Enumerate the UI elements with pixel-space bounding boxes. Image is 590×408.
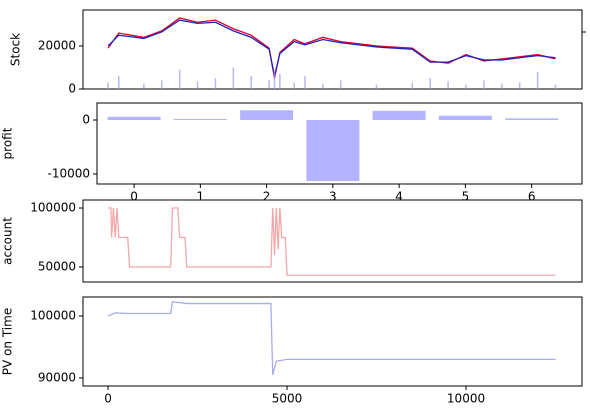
volume-bar	[465, 84, 467, 89]
x-tick-label: 10000	[447, 392, 485, 406]
plot-frame	[82, 199, 583, 283]
x-tick-label: 0	[130, 190, 138, 204]
x-tick-label: 1	[197, 190, 205, 204]
series-line	[108, 207, 556, 276]
plot-frame	[82, 9, 583, 90]
y-tick-label: 0	[68, 82, 76, 96]
volume-bar	[518, 82, 521, 89]
y-axis-label: PV on Time	[1, 308, 15, 375]
series-line	[107, 19, 556, 77]
y-tick-label: -10000	[47, 167, 90, 181]
volume-bar	[554, 84, 557, 89]
y-axis-label: account	[1, 217, 15, 265]
x-tick-label: 5000	[272, 392, 303, 406]
volume-bar	[536, 71, 539, 89]
bar	[107, 116, 161, 121]
x-tick-label: 6	[528, 190, 536, 204]
volume-bar	[279, 73, 281, 89]
y-tick-label: 20000	[38, 38, 76, 52]
volume-bar	[178, 69, 181, 89]
plot-frame	[82, 296, 583, 387]
volume-bar	[118, 76, 120, 89]
series-line	[107, 17, 556, 79]
volume-bar	[161, 80, 163, 89]
volume-bar	[232, 67, 235, 89]
volume-bar	[250, 76, 252, 89]
volume-bar	[107, 82, 109, 89]
volume-bar	[447, 81, 449, 89]
volume-bar	[304, 76, 306, 89]
y-axis-label: Stock	[9, 33, 23, 66]
volume-bar	[214, 78, 217, 89]
y-tick-label: 50000	[38, 260, 76, 274]
volume-bar	[483, 80, 485, 89]
x-tick-label: 3	[329, 190, 337, 204]
x-tick-label: 2	[263, 190, 271, 204]
plot-frame	[96, 102, 583, 185]
bar	[372, 110, 426, 121]
bar	[505, 118, 559, 121]
volume-bar	[339, 80, 342, 89]
volume-bar	[293, 82, 295, 89]
volume-bar	[411, 82, 414, 89]
x-tick-label: 0	[104, 392, 112, 406]
y-tick-label: 0	[82, 113, 90, 127]
volume-bar	[429, 78, 431, 89]
bar	[240, 110, 294, 121]
y-axis-label: profit	[1, 127, 15, 159]
volume-bar	[375, 84, 378, 89]
x-tick-label: 5	[462, 190, 470, 204]
bar	[438, 115, 492, 121]
volume-bar	[268, 80, 270, 89]
bar	[306, 120, 360, 182]
volume-bar	[322, 83, 324, 89]
y-tick-label: 100000	[30, 308, 76, 322]
y-tick-label: 100000	[30, 201, 76, 215]
volume-bar	[143, 83, 145, 89]
volume-bar	[273, 69, 276, 89]
volume-bar	[196, 81, 199, 89]
series-line	[107, 300, 556, 376]
y-tick-label: 90000	[38, 370, 76, 384]
x-tick-label: 4	[395, 190, 403, 204]
bar	[173, 118, 227, 121]
volume-bar	[501, 83, 503, 89]
